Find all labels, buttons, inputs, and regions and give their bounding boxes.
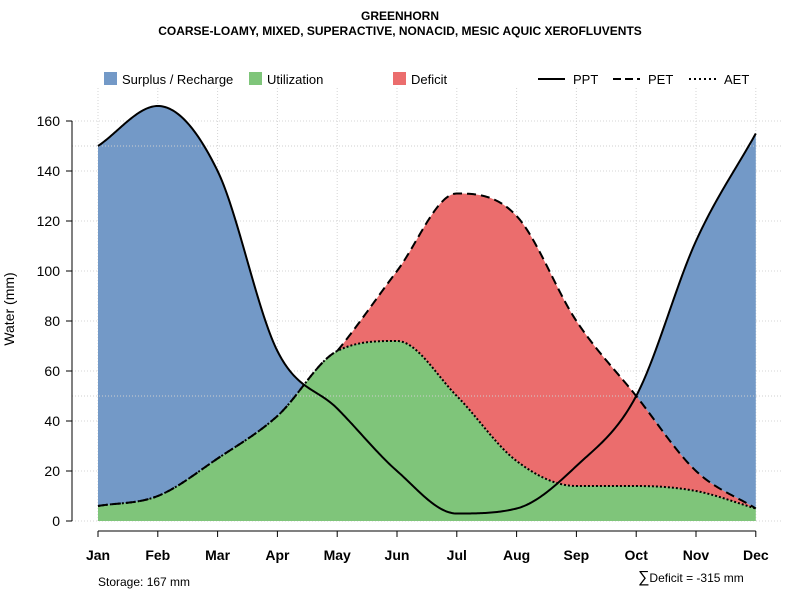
chart-subtitle: COARSE-LOAMY, MIXED, SUPERACTIVE, NONACI…	[158, 24, 642, 38]
y-tick-label: 80	[44, 313, 60, 329]
deficit-area	[98, 193, 756, 509]
y-tick-label: 160	[37, 113, 61, 129]
legend-label: PET	[648, 72, 673, 87]
legend-swatch	[249, 72, 262, 85]
series-line-pet	[97, 192, 757, 510]
y-tick-label: 140	[37, 163, 61, 179]
x-tick-label: Oct	[625, 547, 649, 563]
x-tick-label: Jul	[447, 547, 467, 563]
x-tick-label: Jun	[385, 547, 410, 563]
legend-label: Surplus / Recharge	[122, 72, 233, 87]
utilization-area	[98, 341, 756, 521]
x-tick-label: May	[324, 547, 351, 563]
series-line-aet	[97, 340, 757, 510]
x-tick-label: Jan	[86, 547, 110, 563]
y-tick-label: 20	[44, 463, 60, 479]
x-tick-label: Dec	[743, 547, 769, 563]
x-tick-label: Aug	[503, 547, 530, 563]
y-tick-label: 40	[44, 413, 60, 429]
y-tick-label: 60	[44, 363, 60, 379]
storage-annotation: Storage: 167 mm	[98, 575, 191, 589]
y-tick-label: 120	[37, 213, 61, 229]
legend: Surplus / Recharge Utilization Deficit PPT P…	[104, 72, 749, 87]
x-tick-label: Sep	[564, 547, 590, 563]
series-line-ppt	[97, 104, 757, 515]
legend-label: Utilization	[267, 72, 323, 87]
y-tick-label: 0	[52, 513, 60, 529]
y-tick-label: 100	[37, 263, 61, 279]
x-tick-label: Feb	[145, 547, 170, 563]
x-tick-label: Mar	[205, 547, 230, 563]
surplus-area	[98, 106, 756, 509]
x-tick-label: Nov	[683, 547, 710, 563]
y-axis-label: Water (mm)	[1, 272, 17, 345]
sum-symbol: ∑	[638, 569, 650, 586]
legend-swatch	[393, 72, 406, 85]
chart-title: GREENHORN	[360, 9, 439, 23]
deficit-annotation: ∑Deficit = -315 mm	[638, 569, 744, 587]
legend-label: Deficit	[411, 72, 448, 87]
area-layer	[98, 106, 756, 521]
legend-label: PPT	[573, 72, 598, 87]
deficit-text: Deficit = -315 mm	[649, 571, 744, 585]
axes: 0 20 40 60 80 100 120 140 160 Jan Feb Mar Apr May Jun J…	[1, 113, 769, 563]
legend-label: AET	[724, 72, 749, 87]
legend-swatch	[104, 72, 117, 85]
x-tick-label: Apr	[265, 547, 290, 563]
series-lines	[97, 104, 757, 515]
reference-lines	[72, 145, 782, 397]
